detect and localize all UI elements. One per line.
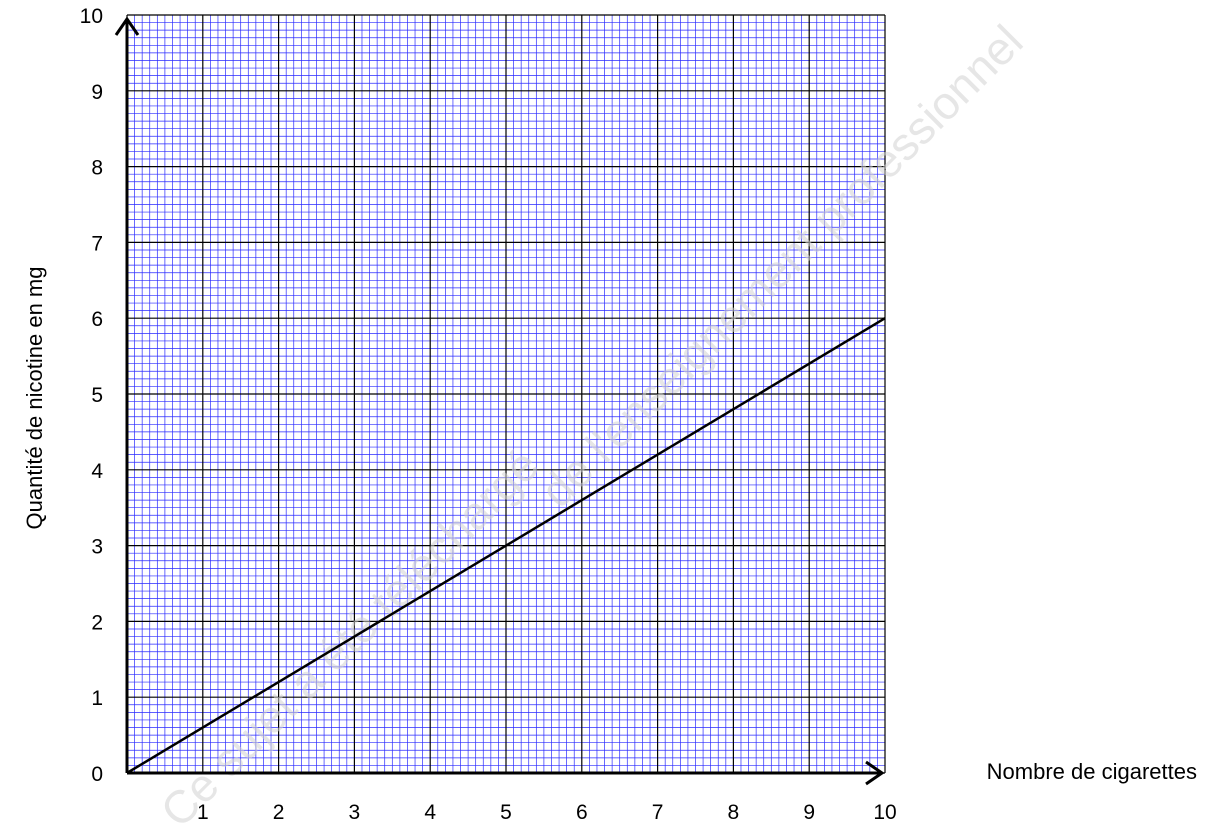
x-tick-label: 7	[652, 801, 664, 824]
y-axis-label: Quantité de nicotine en mg	[22, 267, 47, 530]
x-tick-label: 4	[424, 801, 436, 824]
major-grid	[126, 14, 886, 774]
y-tick-label: 3	[91, 536, 103, 559]
y-tick-label: 8	[91, 157, 103, 180]
x-tick-label: 5	[500, 801, 512, 824]
x-tick-label: 2	[273, 801, 285, 824]
y-tick-label: 1	[91, 687, 103, 710]
x-tick-label: 3	[349, 801, 361, 824]
y-tick-label: 5	[91, 384, 103, 407]
y-tick-label: 6	[91, 308, 103, 331]
series-line-0	[126, 317, 886, 775]
y-tick-labels: 0 1 2 3 4 5 6 7 8 9 10	[80, 5, 104, 786]
y-tick-label: 2	[91, 611, 103, 634]
watermark-line-2: de l'enseignement professionnel	[530, 15, 1032, 517]
x-tick-label: 1	[197, 801, 209, 824]
x-tick-label: 10	[873, 801, 896, 824]
x-axis-arrow	[865, 760, 885, 786]
y-tick-label: 0	[91, 763, 103, 786]
y-tick-label: 10	[80, 5, 103, 28]
x-axis-label: Nombre de cigarettes	[987, 759, 1197, 784]
series-layer	[126, 317, 886, 775]
x-tick-label: 9	[803, 801, 815, 824]
y-tick-label: 4	[91, 460, 103, 483]
axes	[114, 16, 885, 786]
y-tick-label: 7	[91, 232, 103, 255]
y-axis-arrow	[114, 16, 140, 36]
x-tick-label: 8	[728, 801, 740, 824]
y-tick-label: 9	[91, 81, 103, 104]
x-tick-labels: 1 2 3 4 5 6 7 8 9 10	[197, 801, 897, 824]
x-tick-label: 6	[576, 801, 588, 824]
